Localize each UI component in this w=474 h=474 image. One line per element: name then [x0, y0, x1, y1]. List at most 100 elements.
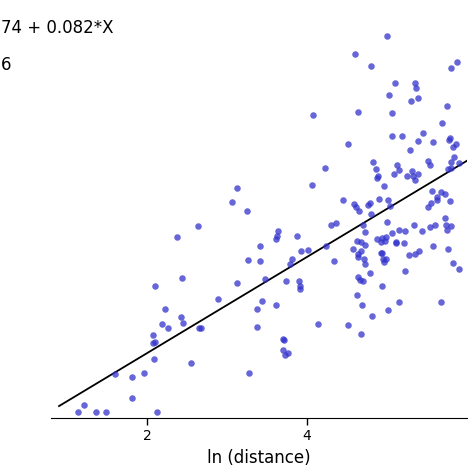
- Point: [293, 233, 301, 240]
- Point: [140, 370, 148, 377]
- Point: [419, 129, 427, 137]
- Point: [411, 176, 419, 183]
- Point: [273, 233, 280, 240]
- Point: [384, 196, 392, 203]
- Point: [367, 62, 375, 69]
- Point: [382, 233, 390, 241]
- Point: [284, 349, 292, 356]
- Point: [424, 157, 432, 164]
- Point: [391, 170, 398, 178]
- Point: [339, 197, 347, 204]
- Point: [187, 359, 194, 366]
- Point: [80, 401, 88, 409]
- Point: [415, 94, 422, 101]
- Point: [151, 338, 159, 346]
- Point: [360, 278, 367, 285]
- Point: [428, 187, 436, 194]
- Point: [370, 158, 377, 166]
- Point: [396, 226, 403, 234]
- Point: [367, 269, 374, 276]
- Point: [433, 197, 441, 204]
- Point: [233, 279, 240, 287]
- Point: [383, 219, 391, 226]
- Point: [438, 298, 445, 306]
- Point: [74, 408, 82, 416]
- Point: [455, 265, 462, 273]
- Point: [244, 256, 251, 264]
- Point: [327, 221, 334, 229]
- Point: [446, 197, 454, 205]
- Point: [345, 141, 352, 148]
- Point: [411, 250, 419, 257]
- Point: [177, 313, 184, 321]
- Point: [377, 238, 385, 246]
- Point: [173, 234, 181, 241]
- Text: 74 + 0.082*X: 74 + 0.082*X: [1, 19, 114, 37]
- Point: [322, 243, 329, 250]
- Point: [162, 305, 169, 313]
- Point: [384, 306, 392, 314]
- Point: [354, 253, 361, 260]
- Point: [102, 408, 110, 416]
- Point: [351, 50, 359, 58]
- Point: [372, 165, 380, 173]
- Point: [447, 64, 455, 72]
- Point: [446, 134, 454, 142]
- Point: [389, 229, 396, 237]
- Point: [194, 222, 201, 229]
- Point: [253, 305, 261, 312]
- Point: [362, 260, 369, 268]
- Point: [434, 193, 441, 201]
- Point: [359, 221, 367, 229]
- Point: [385, 91, 392, 99]
- Point: [414, 137, 421, 145]
- Point: [355, 273, 362, 281]
- Point: [281, 351, 289, 359]
- Point: [233, 184, 241, 192]
- Point: [418, 227, 426, 235]
- Point: [128, 374, 136, 381]
- Point: [388, 109, 396, 117]
- Point: [280, 336, 288, 344]
- Point: [410, 221, 418, 228]
- Point: [403, 172, 410, 180]
- Point: [449, 144, 457, 151]
- Point: [395, 298, 403, 306]
- Point: [357, 238, 365, 246]
- Point: [309, 111, 317, 119]
- Point: [426, 161, 434, 168]
- Point: [361, 255, 368, 263]
- Point: [441, 214, 448, 222]
- Point: [151, 283, 158, 290]
- Point: [358, 301, 365, 309]
- Point: [455, 159, 463, 167]
- Point: [395, 166, 402, 173]
- Point: [450, 153, 457, 161]
- Point: [111, 370, 119, 377]
- Point: [354, 108, 362, 116]
- Point: [362, 241, 369, 248]
- Point: [373, 174, 381, 182]
- Point: [415, 247, 422, 255]
- Point: [195, 325, 203, 332]
- Point: [452, 140, 460, 148]
- Point: [401, 227, 409, 235]
- Point: [411, 80, 419, 87]
- Point: [380, 255, 387, 263]
- Point: [365, 201, 372, 209]
- Point: [354, 250, 362, 258]
- Point: [453, 58, 461, 66]
- Point: [309, 181, 316, 189]
- Point: [279, 346, 287, 354]
- Point: [344, 321, 351, 329]
- Point: [376, 195, 383, 203]
- Point: [164, 325, 172, 332]
- Point: [150, 356, 158, 363]
- Point: [392, 239, 400, 246]
- Point: [362, 228, 369, 236]
- Point: [398, 132, 406, 140]
- Point: [382, 255, 390, 263]
- Point: [258, 297, 265, 305]
- Point: [330, 257, 337, 265]
- Point: [386, 202, 394, 210]
